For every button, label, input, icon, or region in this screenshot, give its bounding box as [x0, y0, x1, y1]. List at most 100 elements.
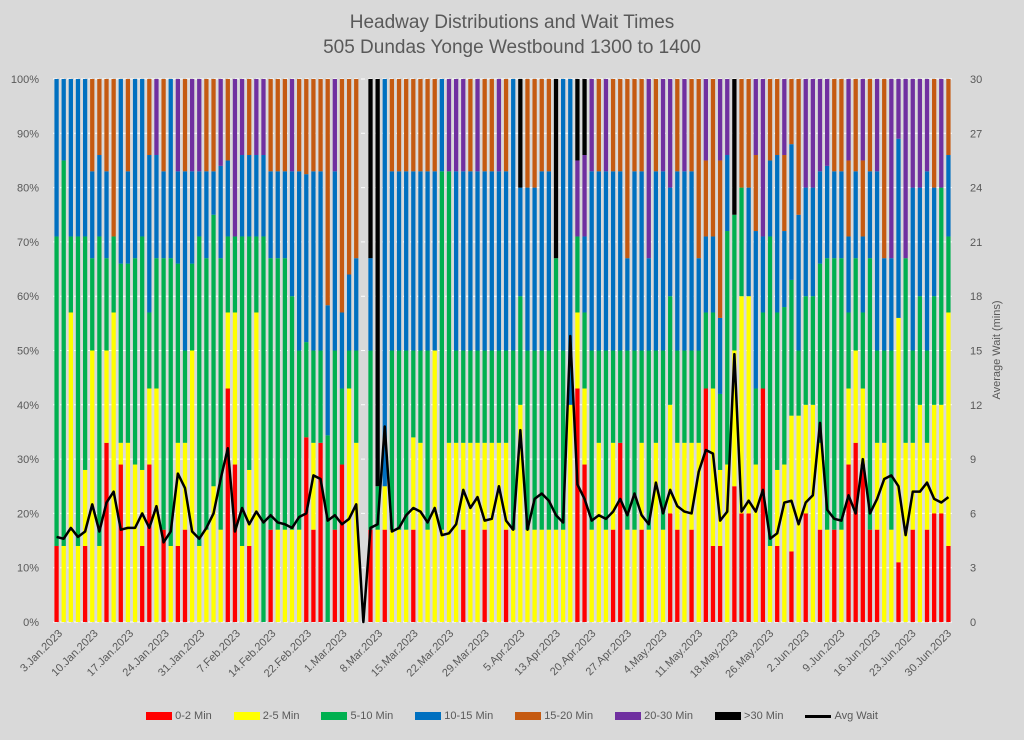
bar-segment-5-10-min	[168, 258, 173, 546]
bar-segment-5-10-min	[867, 258, 873, 530]
bar-segment-10-15-min	[154, 155, 159, 259]
bar-segment-15-20-min	[346, 79, 352, 275]
y2-tick-label: 9	[970, 454, 976, 466]
bar-segment-15-20-min	[618, 79, 623, 172]
bar-segment-5-10-min	[325, 435, 330, 622]
bar-segment-15-20-min	[396, 79, 402, 172]
bar-segment-2-5-min	[639, 442, 644, 530]
bar-segment-10-15-min	[275, 171, 280, 259]
bar-segment-20-30-min	[496, 79, 502, 172]
bar-segment-2-5-min	[482, 442, 487, 530]
bar-segment-5-10-min	[54, 236, 59, 546]
bar-segment-10-15-min	[518, 187, 523, 297]
bar-segment-20-30-min	[896, 79, 901, 139]
bar-segment-0-2-min	[832, 529, 837, 622]
bar-segment-2-5-min	[568, 404, 573, 622]
bar-segment-5-10-min	[396, 350, 402, 530]
bar-segment--30-min	[553, 79, 559, 259]
legend-swatch	[715, 712, 742, 720]
bar-segment-0-2-min	[618, 442, 623, 622]
bar-segment-2-5-min	[632, 529, 637, 622]
bar-segment-15-20-min	[710, 79, 716, 237]
bar-segment-5-10-min	[839, 258, 844, 530]
bar-segment-0-2-min	[582, 464, 587, 622]
bar-segment-5-10-min	[496, 350, 502, 443]
bar-segment-2-5-min	[140, 469, 145, 546]
bar-segment-10-15-min	[717, 317, 723, 394]
bar-segment-2-5-min	[896, 317, 901, 563]
bar-segment-10-15-min	[846, 236, 851, 313]
bar-segment-2-5-min	[218, 529, 223, 622]
bar-segment-10-15-min	[589, 171, 594, 351]
bar-segment-10-15-min	[839, 171, 844, 259]
bar-segment-20-30-min	[889, 79, 894, 259]
bar-segment-2-5-min	[389, 529, 395, 622]
bar-segment-5-10-min	[767, 236, 773, 546]
bar-segment-2-5-min	[489, 442, 494, 622]
bar-segment-5-10-min	[418, 350, 423, 443]
bar-segment-10-15-min	[325, 305, 330, 436]
bar-segment-10-15-min	[261, 155, 266, 237]
bar-segment-2-5-min	[404, 529, 409, 622]
bar-segment-10-15-min	[696, 258, 701, 351]
bar-segment-5-10-min	[211, 214, 216, 487]
legend-swatch	[233, 712, 260, 720]
bar-segment-2-5-min	[924, 442, 930, 530]
bar-segment-20-30-min	[475, 79, 480, 172]
bar-segment-5-10-min	[646, 350, 651, 530]
bar-segment-10-15-min	[896, 138, 901, 318]
bar-segment-10-15-min	[910, 187, 915, 351]
bar-segment-0-2-min	[147, 464, 152, 622]
bar-segment-5-10-min	[874, 350, 880, 443]
bar-segment-5-10-min	[354, 350, 359, 443]
bar-segment-5-10-min	[625, 350, 630, 530]
bar-segment-2-5-min	[546, 529, 552, 622]
bar-segment-2-5-min	[90, 350, 95, 622]
bar-segment-15-20-min	[204, 79, 209, 172]
bar-segment-20-30-min	[803, 79, 808, 188]
bar-segment-5-10-min	[189, 263, 195, 351]
bar-segment-10-15-min	[803, 187, 808, 297]
legend-label: 0-2 Min	[175, 710, 212, 722]
bar-segment-15-20-min	[860, 160, 865, 237]
bar-segment--30-min	[575, 79, 580, 161]
bar-segment-10-15-min	[610, 171, 616, 351]
bar-segment-5-10-min	[689, 350, 694, 443]
bar-segment-2-5-min	[717, 469, 723, 546]
bar-segment-10-15-min	[297, 171, 302, 351]
bar-segment-5-10-min	[710, 312, 716, 389]
legend-label: 10-15 Min	[444, 710, 494, 722]
bar-segment-15-20-min	[247, 79, 252, 156]
bar-segment-2-5-min	[874, 442, 880, 530]
bar-segment-0-2-min	[482, 529, 487, 622]
bar-segment-5-10-min	[218, 258, 223, 530]
bar-segment-5-10-min	[368, 350, 373, 530]
bar-segment-5-10-min	[653, 350, 659, 443]
bar-segment-5-10-min	[696, 350, 701, 443]
bar-segment-5-10-min	[282, 258, 288, 530]
y-axis-left: 0% 10% 20% 30% 40% 50% 60% 70% 80% 90% 100%	[11, 74, 39, 629]
bar-segment-5-10-min	[197, 236, 202, 546]
bar-segment-20-30-min	[903, 79, 908, 259]
bar-segment-2-5-min	[689, 442, 694, 530]
bar-segment-10-15-min	[332, 171, 337, 351]
y2-tick-label: 15	[970, 346, 982, 358]
bar-segment-0-2-min	[846, 464, 851, 622]
bar-segment-0-2-min	[311, 529, 316, 622]
bar-segment-2-5-min	[589, 529, 594, 622]
bar-segment-0-2-min	[247, 545, 252, 622]
y-tick-label: 100%	[11, 74, 39, 86]
bar-segment-15-20-min	[161, 79, 166, 172]
bar-segment-2-5-min	[532, 529, 537, 622]
bar-segment-20-30-min	[218, 79, 223, 166]
bar-segment-2-5-min	[725, 464, 730, 622]
bar-segment-2-5-min	[175, 442, 181, 546]
bar-segment-10-15-min	[817, 171, 823, 264]
bar-segment-0-2-min	[853, 442, 858, 622]
bar-segment-15-20-min	[739, 79, 744, 188]
bar-segment-0-2-min	[118, 464, 123, 622]
bar-segment-10-15-min	[646, 258, 651, 351]
bar-segment-5-10-min	[525, 350, 530, 530]
bar-segment-10-15-min	[197, 171, 202, 237]
bar-segment-10-15-min	[346, 274, 352, 351]
